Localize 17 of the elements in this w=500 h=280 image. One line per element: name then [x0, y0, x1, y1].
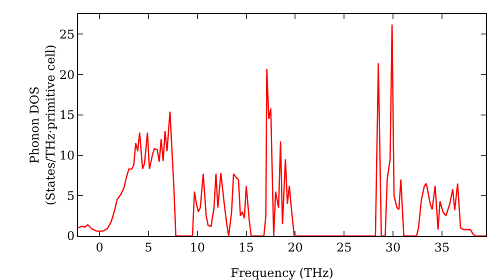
line-series: [78, 24, 486, 236]
x-tick-label: 5: [144, 240, 152, 254]
y-tick-label: 15: [59, 108, 75, 122]
y-tick-label: 20: [59, 68, 75, 82]
y-axis-title: Phonon DOS (States/THz·primitive cell): [28, 44, 58, 206]
x-tick-label: 35: [434, 240, 450, 254]
x-tick-label: 25: [336, 240, 352, 254]
x-tick-label: 10: [190, 240, 206, 254]
y-tick-label: 0: [66, 229, 75, 244]
x-tick-label: 30: [385, 240, 401, 254]
x-tick-label: 15: [238, 240, 254, 254]
x-axis-title: Frequency (THz): [230, 266, 334, 280]
x-tick-label: 20: [288, 240, 303, 254]
y-tick-label: 10: [59, 148, 75, 162]
x-tick-label: 0: [96, 240, 104, 254]
y-tick-label: 25: [59, 27, 75, 42]
y-tick-label: 5: [66, 188, 75, 203]
